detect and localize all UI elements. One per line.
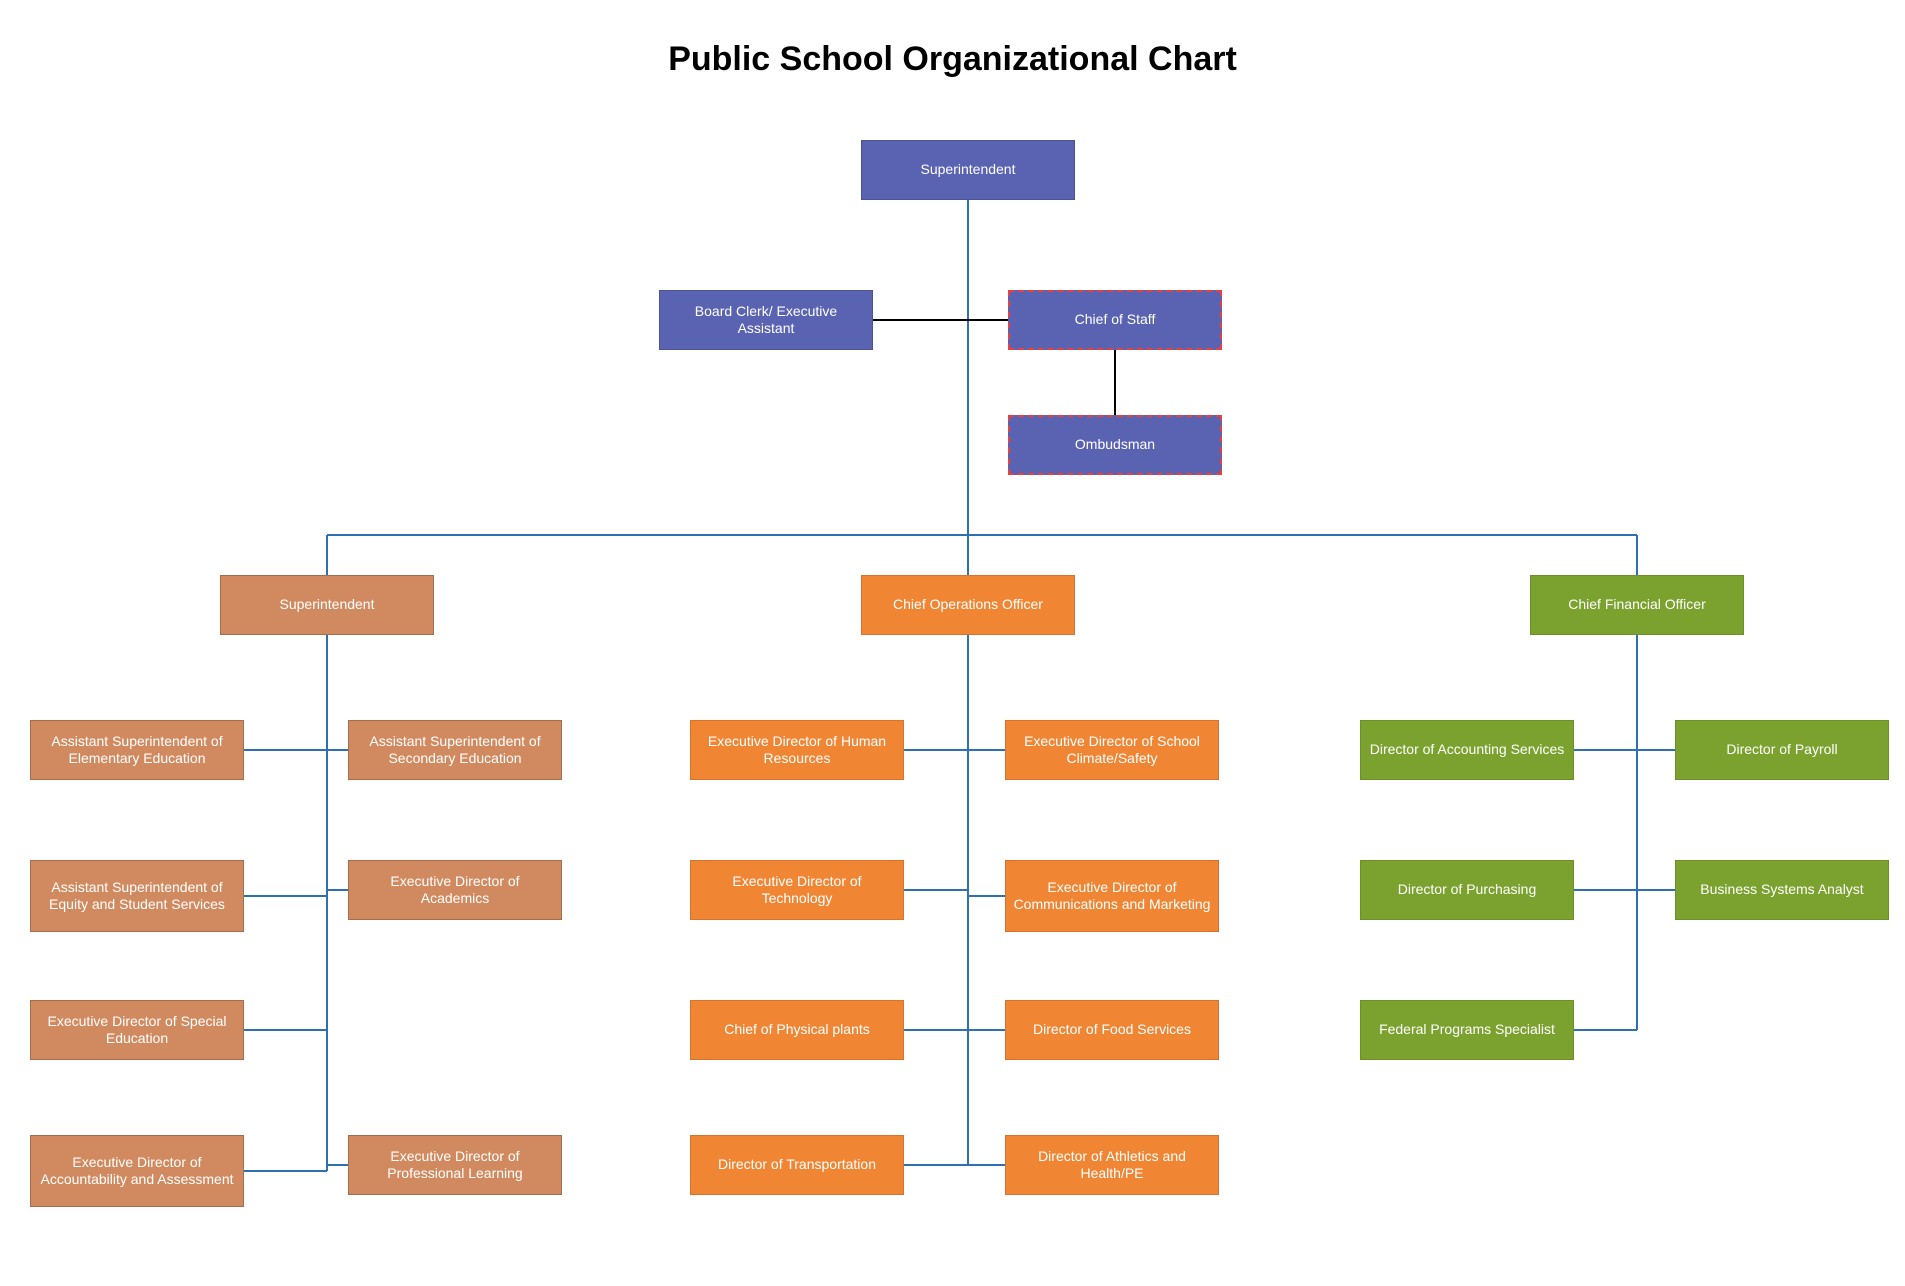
chart-title: Public School Organizational Chart [0,40,1905,79]
org-node-chief_of_staff: Chief of Staff [1008,290,1222,350]
org-node-superintendent_branch: Superintendent [220,575,434,635]
org-node-label: Director of Athletics and Health/PE [1012,1148,1212,1183]
org-node-label: Assistant Superintendent of Secondary Ed… [355,733,555,768]
org-node-dir_athletics: Director of Athletics and Health/PE [1005,1135,1219,1195]
org-node-board_clerk: Board Clerk/ Executive Assistant [659,290,873,350]
org-node-label: Director of Accounting Services [1370,741,1565,759]
org-node-chief_physical: Chief of Physical plants [690,1000,904,1060]
org-node-superintendent_top: Superintendent [861,140,1075,200]
org-node-ed_comm: Executive Director of Communications and… [1005,860,1219,932]
org-node-label: Chief Operations Officer [893,596,1043,614]
org-node-coo: Chief Operations Officer [861,575,1075,635]
org-node-dir_food: Director of Food Services [1005,1000,1219,1060]
org-node-ed_hr: Executive Director of Human Resources [690,720,904,780]
org-node-label: Executive Director of School Climate/Saf… [1012,733,1212,768]
org-node-label: Assistant Superintendent of Equity and S… [37,879,237,914]
org-node-biz_analyst: Business Systems Analyst [1675,860,1889,920]
org-node-ed_climate: Executive Director of School Climate/Saf… [1005,720,1219,780]
org-node-ed_accountability: Executive Director of Accountability and… [30,1135,244,1207]
org-node-label: Chief of Staff [1075,311,1156,329]
org-node-dir_accounting: Director of Accounting Services [1360,720,1574,780]
org-node-label: Executive Director of Academics [355,873,555,908]
org-node-asst_elementary: Assistant Superintendent of Elementary E… [30,720,244,780]
org-node-label: Director of Transportation [718,1156,876,1174]
org-node-label: Executive Director of Special Education [37,1013,237,1048]
org-node-label: Executive Director of Communications and… [1012,879,1212,914]
org-node-label: Board Clerk/ Executive Assistant [666,303,866,338]
org-node-ed_special_ed: Executive Director of Special Education [30,1000,244,1060]
org-node-label: Superintendent [921,161,1016,179]
org-node-label: Executive Director of Accountability and… [37,1154,237,1189]
org-node-label: Superintendent [280,596,375,614]
org-node-label: Executive Director of Professional Learn… [355,1148,555,1183]
org-chart: Public School Organizational Chart Super… [0,0,1905,1286]
org-node-label: Director of Payroll [1726,741,1837,759]
org-node-label: Director of Purchasing [1398,881,1537,899]
org-node-ed_professional: Executive Director of Professional Learn… [348,1135,562,1195]
org-node-ombudsman: Ombudsman [1008,415,1222,475]
org-node-label: Director of Food Services [1033,1021,1191,1039]
org-node-ed_technology: Executive Director of Technology [690,860,904,920]
org-node-federal_programs: Federal Programs Specialist [1360,1000,1574,1060]
org-node-label: Ombudsman [1075,436,1155,454]
org-node-asst_secondary: Assistant Superintendent of Secondary Ed… [348,720,562,780]
org-node-label: Assistant Superintendent of Elementary E… [37,733,237,768]
org-node-label: Business Systems Analyst [1700,881,1863,899]
org-node-label: Executive Director of Human Resources [697,733,897,768]
org-node-label: Chief of Physical plants [724,1021,870,1039]
org-node-dir_transport: Director of Transportation [690,1135,904,1195]
org-node-cfo: Chief Financial Officer [1530,575,1744,635]
org-node-label: Federal Programs Specialist [1379,1021,1555,1039]
org-node-asst_equity: Assistant Superintendent of Equity and S… [30,860,244,932]
org-node-label: Chief Financial Officer [1568,596,1705,614]
org-node-label: Executive Director of Technology [697,873,897,908]
org-node-dir_payroll: Director of Payroll [1675,720,1889,780]
org-node-ed_academics: Executive Director of Academics [348,860,562,920]
org-node-dir_purchasing: Director of Purchasing [1360,860,1574,920]
